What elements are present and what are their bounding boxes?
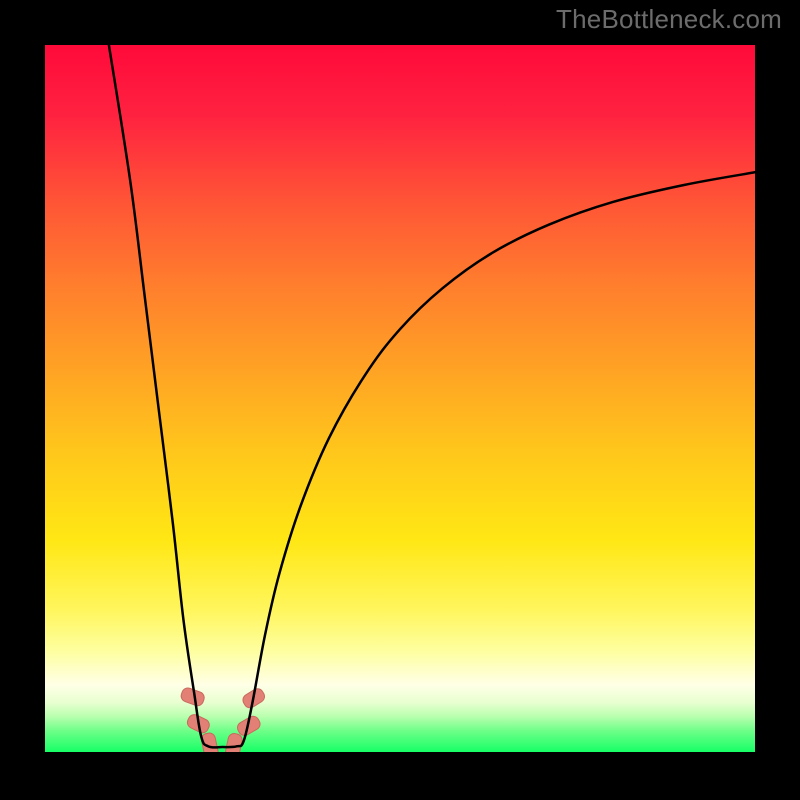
curve-svg bbox=[0, 0, 800, 800]
watermark-text: TheBottleneck.com bbox=[556, 4, 782, 35]
chart-root: TheBottleneck.com bbox=[0, 0, 800, 800]
bottleneck-curve bbox=[109, 45, 755, 747]
